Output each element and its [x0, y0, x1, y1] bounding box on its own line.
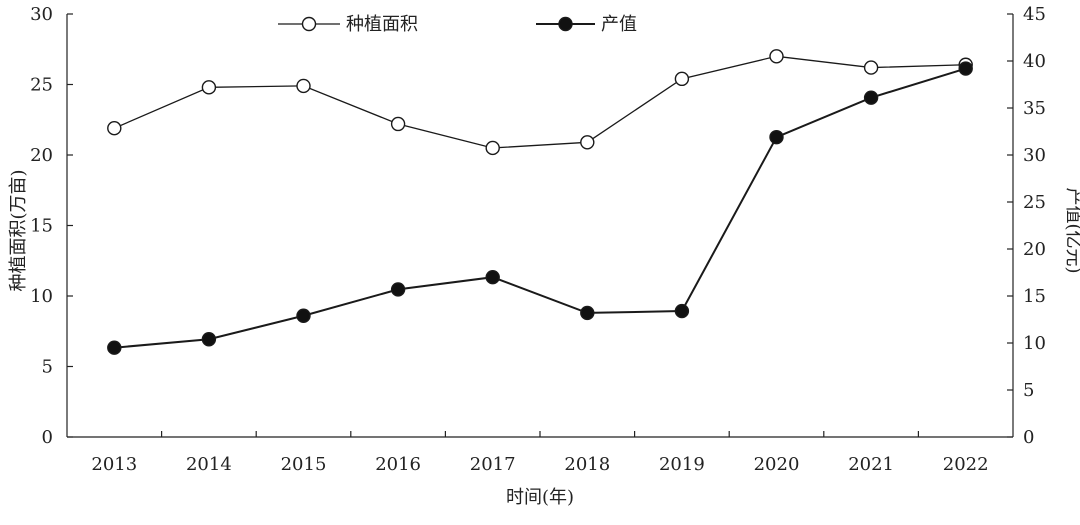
output-value-point — [769, 129, 784, 145]
x-tick-label: 2019 — [659, 454, 705, 475]
series-line-output-value — [114, 67, 966, 349]
output-value-point — [107, 340, 122, 355]
x-tick-label: 2015 — [281, 454, 327, 475]
right-y-tick-label: 40 — [1023, 51, 1046, 72]
output-value-point — [390, 282, 406, 297]
output-value-point — [485, 270, 500, 285]
series-layer — [107, 49, 973, 355]
planting-area-point — [769, 49, 784, 64]
right-y-tick-label: 45 — [1023, 4, 1046, 25]
left-y-tick-label: 15 — [30, 216, 53, 237]
right-y-tick-label: 15 — [1023, 286, 1046, 307]
output-value-point — [958, 61, 973, 76]
left-y-tick-label: 10 — [30, 286, 53, 307]
right-y-tick-label: 10 — [1023, 333, 1046, 354]
axes-layer: 0 5 10 15 20 25 30 0 5 10 15 20 25 30 35 40 45 2013 2014 20… — [30, 4, 1046, 475]
right-y-tick-label: 30 — [1023, 145, 1046, 166]
right-y-tick-label: 20 — [1023, 239, 1046, 260]
legend-label-0: 种植面积 — [346, 14, 418, 35]
planting-area-point — [201, 80, 217, 95]
left-y-tick-label: 30 — [30, 4, 53, 25]
planting-area-point — [863, 60, 879, 75]
left-y-axis-title: 种植面积(万亩) — [8, 169, 29, 291]
output-value-point — [863, 90, 879, 105]
x-tick-label: 2013 — [91, 454, 137, 475]
output-value-point — [674, 303, 690, 319]
x-tick-label: 2022 — [943, 454, 989, 475]
output-value-point — [201, 332, 217, 347]
legend-marker-0 — [301, 16, 317, 32]
right-y-tick-label: 0 — [1023, 427, 1034, 448]
x-tick-label: 2020 — [754, 454, 800, 475]
output-value-point — [296, 308, 311, 323]
right-y-tick-label: 35 — [1023, 98, 1046, 119]
planting-area-point — [296, 78, 311, 94]
x-axis-title: 时间(年) — [506, 487, 574, 508]
legend: 种植面积 产值 — [278, 14, 637, 35]
planting-area-point — [580, 135, 595, 150]
left-y-tick-label: 0 — [42, 427, 53, 448]
legend-marker-1 — [558, 16, 573, 32]
left-y-tick-label: 5 — [42, 357, 53, 378]
right-y-axis-title: 产值(亿元) — [1063, 187, 1080, 273]
planting-area-point — [485, 140, 500, 156]
series-line-planting-area — [114, 55, 966, 149]
planting-area-point — [107, 121, 122, 136]
left-y-tick-label: 25 — [30, 75, 53, 96]
x-tick-label: 2014 — [186, 454, 232, 475]
x-tick-label: 2016 — [375, 454, 421, 475]
legend-label-1: 产值 — [601, 14, 637, 35]
right-y-tick-label: 25 — [1023, 192, 1046, 213]
right-y-tick-label: 5 — [1023, 380, 1034, 401]
x-tick-label: 2018 — [564, 454, 610, 475]
axis-titles: 时间(年) 种植面积(万亩) 产值(亿元) — [8, 169, 1080, 508]
planting-area-point — [674, 71, 690, 87]
left-y-tick-label: 20 — [30, 145, 53, 166]
planting-area-point — [390, 116, 406, 132]
output-value-point — [580, 305, 595, 321]
x-tick-label: 2021 — [848, 454, 894, 475]
x-tick-label: 2017 — [470, 454, 516, 475]
